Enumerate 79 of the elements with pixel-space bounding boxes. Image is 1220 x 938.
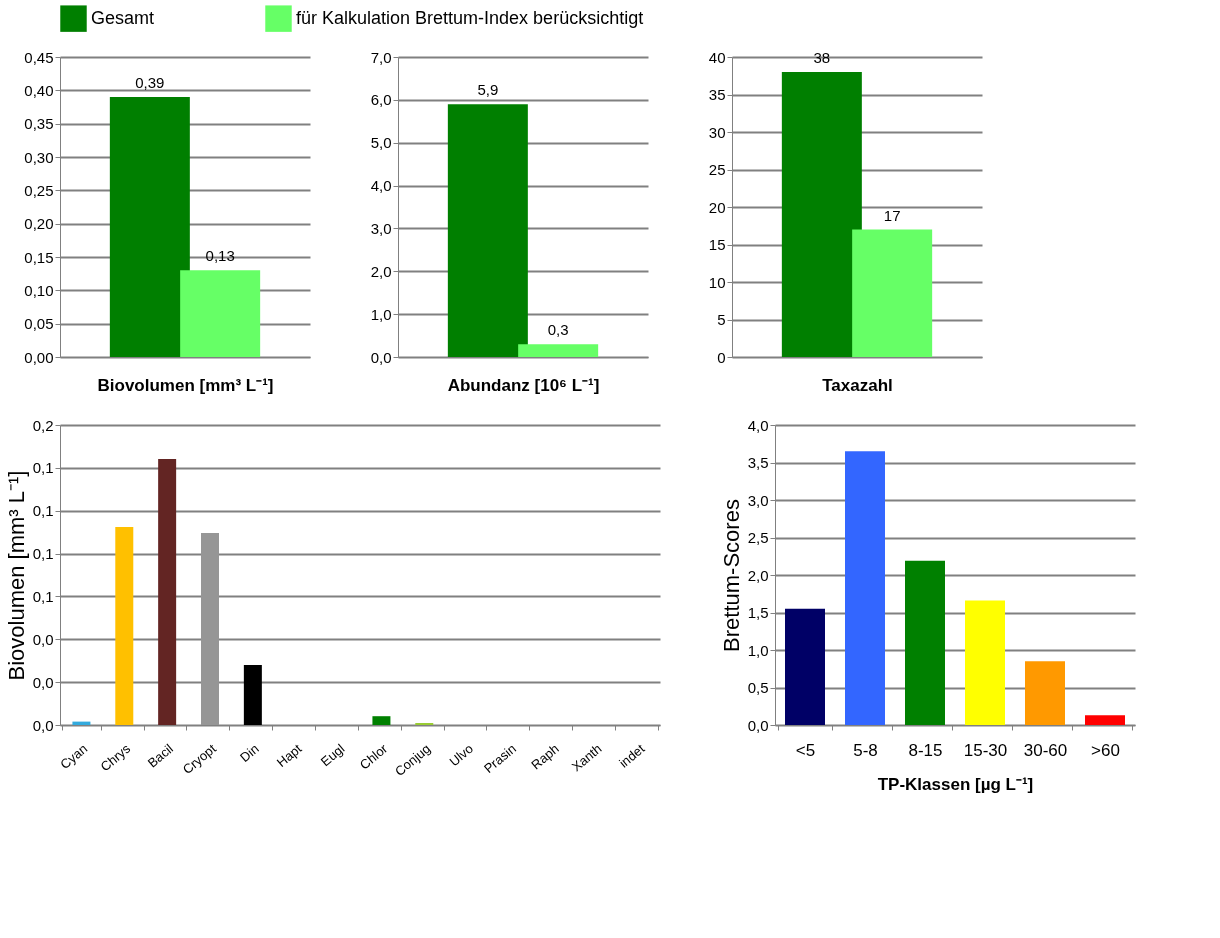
y-tick-label: 1,0	[747, 641, 769, 659]
data-label: 17	[883, 206, 901, 224]
y-tick-label: 0,25	[24, 181, 54, 199]
x-tick-label: >60	[1091, 740, 1120, 760]
y-tick-label: 0,05	[24, 315, 54, 333]
bar	[372, 716, 391, 725]
bar	[201, 533, 219, 725]
bar	[1085, 715, 1125, 725]
data-label: 0,13	[205, 247, 235, 265]
y-tick-label: 7,0	[370, 48, 392, 66]
y-tick-label: 3,5	[747, 454, 769, 471]
x-tick-label: 30-60	[1023, 740, 1068, 760]
bar	[845, 451, 885, 725]
y-tick-label: 15	[708, 236, 726, 253]
legend-label: Gesamt	[91, 7, 155, 28]
y-tick-label: 0,35	[24, 115, 54, 133]
x-axis-title: Abundanz [10⁶ L⁻¹]	[447, 375, 600, 395]
y-tick-label: 2,0	[747, 566, 769, 584]
bar	[158, 459, 177, 725]
bar	[785, 608, 825, 725]
bar	[905, 560, 945, 725]
legend-label: für Kalkulation Brettum-Index berücksichtigt	[296, 7, 644, 28]
y-tick-label: 0,1	[32, 587, 54, 605]
x-tick-label: 5-8	[853, 740, 878, 760]
y-tick-label: 0,00	[24, 348, 54, 366]
y-tick-label: 5	[717, 311, 726, 328]
y-tick-label: 4,0	[747, 416, 769, 434]
y-tick-label: 40	[708, 48, 726, 66]
x-tick-label: Cyan	[57, 740, 91, 772]
y-tick-label: 2,5	[747, 529, 769, 546]
x-tick-label: Din	[237, 740, 262, 765]
x-axis-title: TP-Klassen [µg L⁻¹]	[877, 774, 1034, 794]
y-tick-label: 5,0	[370, 134, 392, 152]
y-tick-label: 20	[708, 198, 726, 216]
y-tick-label: 0,0	[747, 716, 769, 734]
data-label: 38	[813, 49, 831, 66]
y-tick-label: 10	[708, 273, 726, 291]
y-tick-label: 0,0	[32, 630, 54, 648]
x-tick-label: 15-30	[963, 740, 1008, 760]
y-tick-label: 0,5	[747, 679, 769, 696]
data-label: 0,3	[547, 321, 569, 339]
y-axis-title: Biovolumen [mm³ L⁻¹]	[3, 470, 29, 681]
y-tick-label: 0,10	[24, 281, 54, 299]
y-tick-label: 0,15	[24, 248, 54, 266]
x-tick-label: Ulvo	[446, 740, 476, 770]
x-tick-label: <5	[795, 740, 816, 760]
y-tick-label: 0,0	[370, 348, 392, 366]
data-label: 0,39	[135, 74, 165, 91]
bar	[243, 665, 262, 725]
y-tick-label: 0	[717, 348, 726, 366]
y-tick-label: 0,1	[32, 545, 54, 563]
y-tick-label: 2,0	[370, 262, 392, 280]
bar	[115, 527, 134, 725]
x-tick-label: Hapt	[273, 740, 305, 771]
y-tick-label: 0,45	[24, 48, 54, 66]
y-tick-label: 30	[708, 123, 726, 141]
y-tick-label: 0,0	[32, 716, 54, 734]
y-tick-label: 25	[708, 161, 726, 178]
y-tick-label: 0,2	[32, 416, 54, 434]
y-tick-label: 3,0	[747, 491, 769, 509]
data-label: 5,9	[477, 81, 499, 99]
x-axis-title: Biovolumen [mm³ L⁻¹]	[97, 375, 274, 395]
y-tick-label: 6,0	[370, 91, 392, 109]
x-axis-title: Taxazahl	[822, 375, 893, 395]
y-tick-label: 3,0	[370, 219, 392, 237]
y-tick-label: 35	[708, 86, 726, 103]
y-tick-label: 1,5	[747, 604, 769, 621]
y-tick-label: 0,40	[24, 81, 54, 99]
y-tick-label: 0,1	[32, 502, 54, 520]
y-tick-label: 0,20	[24, 215, 54, 233]
y-tick-label: 0,0	[32, 673, 54, 691]
y-tick-label: 0,30	[24, 148, 54, 166]
y-tick-label: 1,0	[370, 305, 392, 323]
bar	[1025, 661, 1065, 725]
bar	[965, 600, 1005, 725]
y-tick-label: 0,1	[32, 459, 54, 477]
x-tick-label: 8-15	[908, 740, 943, 760]
y-axis-title: Brettum-Scores	[718, 499, 744, 652]
y-tick-label: 4,0	[370, 177, 392, 195]
